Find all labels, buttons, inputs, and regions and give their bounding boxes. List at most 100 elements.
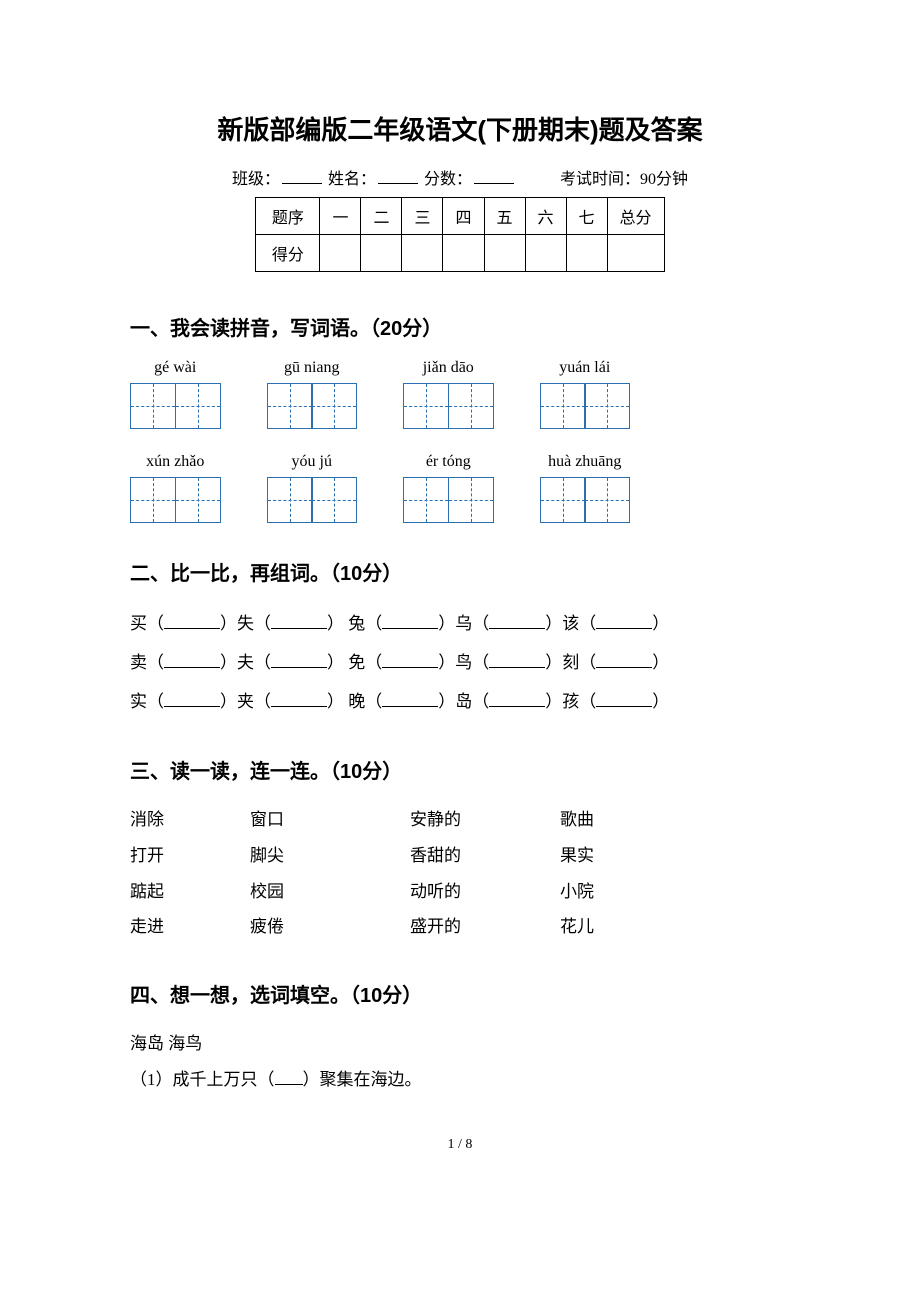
s2-close: ）	[220, 692, 237, 711]
score-blank[interactable]	[474, 183, 514, 184]
page-number: 1 / 8	[130, 1137, 790, 1153]
s2-blank[interactable]	[164, 628, 220, 629]
char-box[interactable]	[584, 477, 630, 523]
s2-line: 买（）失（） 兔（）乌（）该（）	[130, 604, 790, 643]
match-cell: 安静的	[410, 802, 560, 838]
char-box[interactable]	[130, 477, 176, 523]
class-blank[interactable]	[282, 183, 322, 184]
s2-close: ）	[438, 614, 455, 633]
s2-blank[interactable]	[489, 628, 545, 629]
score-label: 分数：	[424, 171, 472, 188]
s2-char: 孩（	[562, 692, 596, 711]
s2-close: ）	[327, 692, 348, 711]
char-box[interactable]	[584, 383, 630, 429]
name-blank[interactable]	[378, 183, 418, 184]
s4-q1-prefix: （1）成千上万只（	[130, 1070, 275, 1089]
s2-close: ）	[545, 692, 562, 711]
s2-blank[interactable]	[382, 667, 438, 668]
char-box[interactable]	[175, 383, 221, 429]
s2-char: 失（	[237, 614, 271, 633]
s2-char: 岛（	[455, 692, 489, 711]
td[interactable]	[607, 235, 664, 272]
th: 一	[320, 198, 361, 235]
match-cell: 打开	[130, 838, 250, 874]
match-cell: 盛开的	[410, 909, 560, 945]
pinyin-item: yuán lái	[540, 359, 631, 429]
pinyin-label: yuán lái	[559, 359, 610, 377]
s2-blank[interactable]	[164, 706, 220, 707]
td[interactable]	[443, 235, 484, 272]
th: 五	[484, 198, 525, 235]
s2-close: ）	[545, 614, 562, 633]
pinyin-label: gū niang	[284, 359, 340, 377]
char-box[interactable]	[311, 477, 357, 523]
td[interactable]	[402, 235, 443, 272]
char-box[interactable]	[448, 477, 494, 523]
char-box[interactable]	[540, 383, 586, 429]
page-title: 新版部编版二年级语文(下册期末)题及答案	[130, 110, 790, 147]
s2-close: ）	[545, 653, 562, 672]
pinyin-label: jiǎn dāo	[423, 359, 474, 377]
td[interactable]	[566, 235, 607, 272]
pinyin-container: gé wàigū niangjiǎn dāoyuán láixún zhǎoyó…	[130, 359, 790, 523]
s2-blank[interactable]	[596, 667, 652, 668]
pinyin-item: jiǎn dāo	[403, 359, 494, 429]
s4-options: 海岛 海鸟	[130, 1026, 790, 1062]
char-box[interactable]	[267, 477, 313, 523]
s4-q1: （1）成千上万只（ ）聚集在海边。	[130, 1062, 790, 1098]
s4-q1-suffix: ）聚集在海边。	[303, 1070, 422, 1089]
s2-blank[interactable]	[164, 667, 220, 668]
td[interactable]	[525, 235, 566, 272]
s2-blank[interactable]	[382, 628, 438, 629]
th: 七	[566, 198, 607, 235]
char-box[interactable]	[448, 383, 494, 429]
s3-container: 消除窗口安静的歌曲打开脚尖香甜的果实踮起校园动听的小院走进疲倦盛开的花儿	[130, 802, 790, 945]
match-cell: 踮起	[130, 874, 250, 910]
pinyin-label: ér tóng	[426, 453, 471, 471]
pinyin-label: huà zhuāng	[548, 453, 621, 471]
score-table: 题序 一 二 三 四 五 六 七 总分 得分	[255, 197, 664, 272]
section-4-title: 四、想一想，选词填空。（10分）	[130, 979, 790, 1008]
char-box[interactable]	[311, 383, 357, 429]
s2-blank[interactable]	[271, 628, 327, 629]
match-row: 踮起校园动听的小院	[130, 874, 790, 910]
s4-q1-blank[interactable]	[275, 1084, 303, 1085]
section-1-title: 一、我会读拼音，写词语。（20分）	[130, 312, 790, 341]
char-box[interactable]	[403, 477, 449, 523]
td[interactable]	[484, 235, 525, 272]
name-label: 姓名：	[328, 171, 376, 188]
match-cell: 校园	[250, 874, 410, 910]
s2-char: 刻（	[562, 653, 596, 672]
td[interactable]	[320, 235, 361, 272]
s2-blank[interactable]	[489, 706, 545, 707]
match-cell: 窗口	[250, 802, 410, 838]
section-2-title: 二、比一比，再组词。（10分）	[130, 557, 790, 586]
s2-char: 买（	[130, 614, 164, 633]
td[interactable]	[361, 235, 402, 272]
s2-blank[interactable]	[596, 628, 652, 629]
table-row: 题序 一 二 三 四 五 六 七 总分	[256, 198, 664, 235]
match-cell: 消除	[130, 802, 250, 838]
s2-close: ）	[652, 653, 669, 672]
s2-char: 该（	[562, 614, 596, 633]
s2-close: ）	[652, 692, 669, 711]
s2-blank[interactable]	[382, 706, 438, 707]
pinyin-item: ér tóng	[403, 453, 494, 523]
s2-blank[interactable]	[596, 706, 652, 707]
char-box[interactable]	[130, 383, 176, 429]
char-box[interactable]	[540, 477, 586, 523]
s2-close: ）	[327, 653, 348, 672]
match-cell: 动听的	[410, 874, 560, 910]
s2-blank[interactable]	[489, 667, 545, 668]
s2-line: 卖（）夫（） 免（）鸟（）刻（）	[130, 643, 790, 682]
char-box[interactable]	[267, 383, 313, 429]
section-3-title: 三、读一读，连一连。（10分）	[130, 755, 790, 784]
char-box[interactable]	[403, 383, 449, 429]
meta-row: 班级： 姓名： 分数： 考试时间：90分钟	[130, 165, 790, 189]
match-cell: 疲倦	[250, 909, 410, 945]
s2-close: ）	[220, 614, 237, 633]
char-box[interactable]	[175, 477, 221, 523]
s2-blank[interactable]	[271, 706, 327, 707]
s2-line: 实（）夹（） 晚（）岛（）孩（）	[130, 682, 790, 721]
s2-blank[interactable]	[271, 667, 327, 668]
